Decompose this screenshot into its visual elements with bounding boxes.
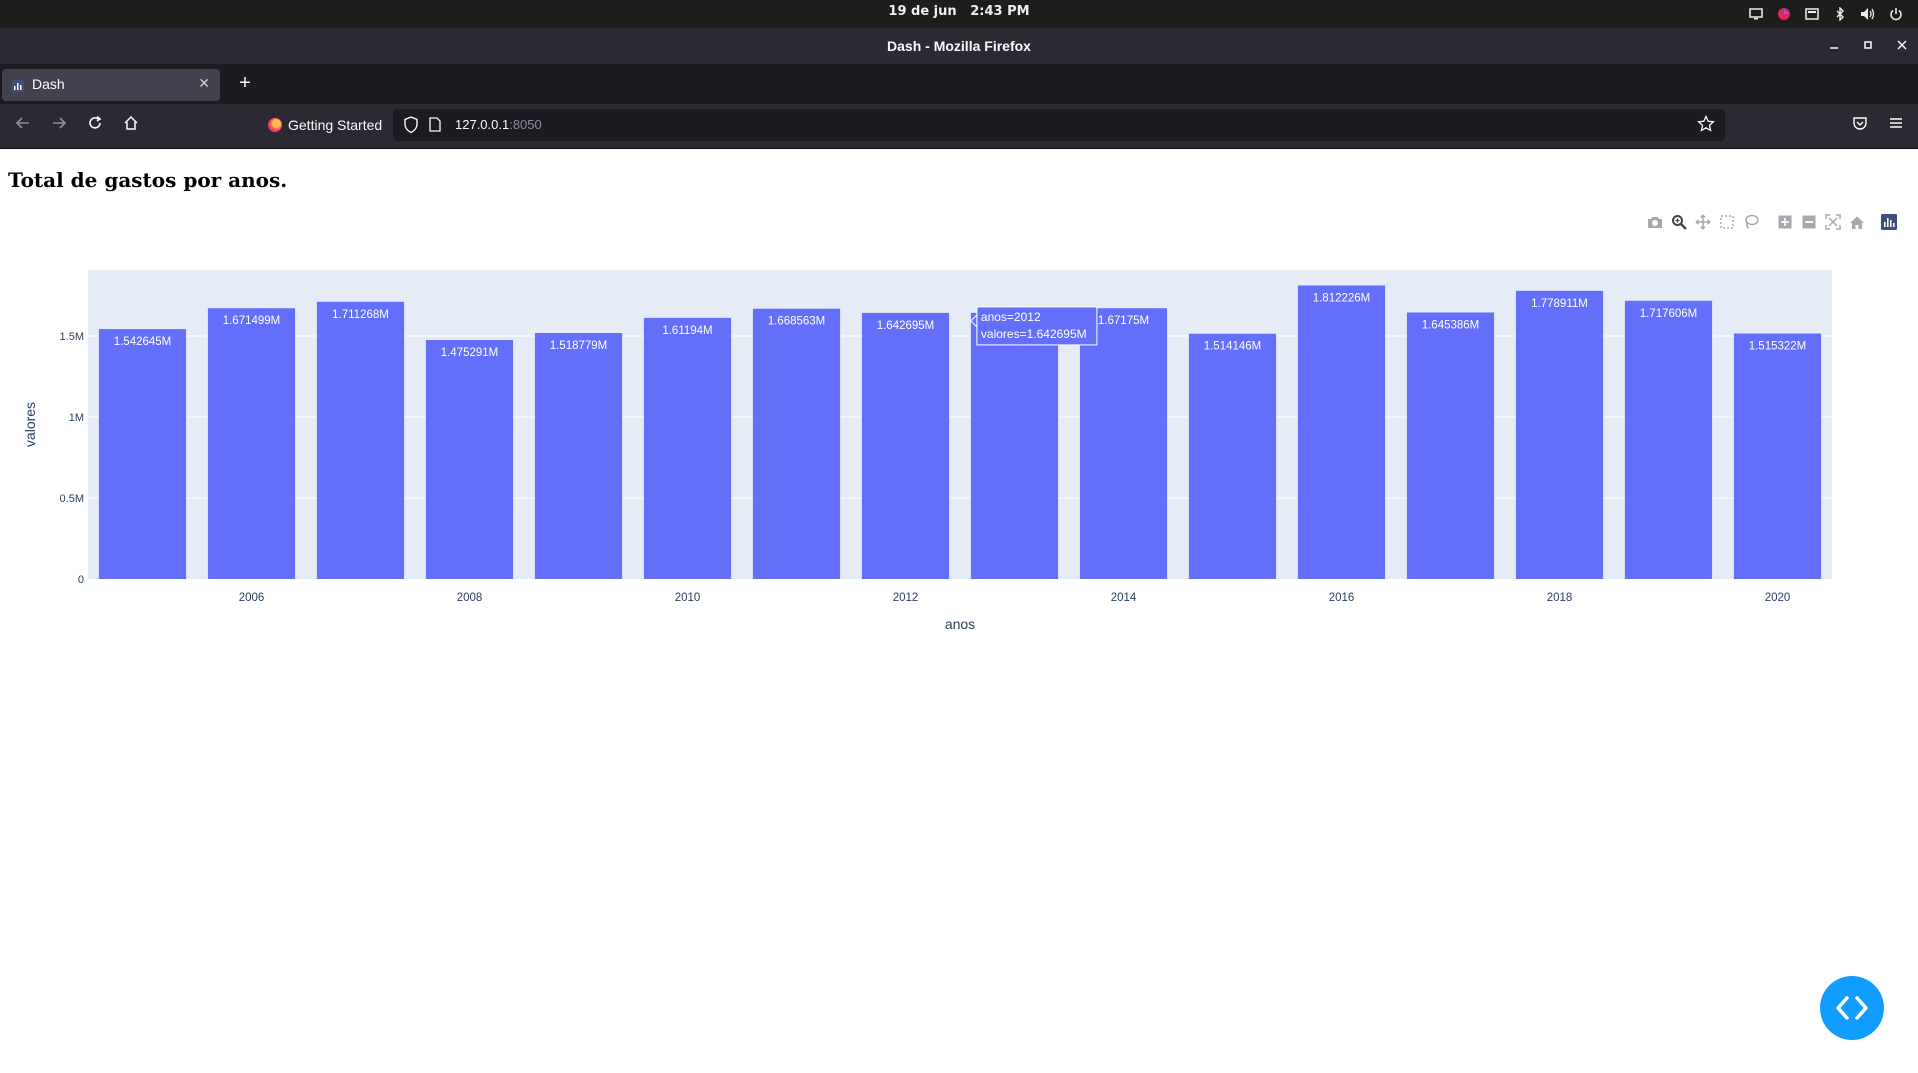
app-indicator-icon[interactable]	[1776, 7, 1792, 21]
x-tick-label: 2016	[1329, 592, 1355, 604]
system-date: 19 de jun	[888, 4, 956, 19]
bluetooth-icon[interactable]	[1832, 7, 1848, 21]
bar[interactable]	[862, 313, 949, 579]
bar-data-label: 1.717606M	[1640, 308, 1698, 320]
bar-data-label: 1.542645M	[114, 336, 172, 348]
bar[interactable]	[426, 340, 513, 579]
y-tick-label: 1M	[69, 412, 84, 424]
tooltip-line2: valores=1.642695M	[981, 327, 1087, 341]
shield-icon[interactable]	[403, 116, 421, 134]
back-button[interactable]	[11, 114, 35, 138]
bookmark-star-icon[interactable]	[1697, 115, 1715, 138]
system-tray	[1748, 0, 1904, 28]
screenshot-icon[interactable]	[1804, 7, 1820, 21]
url-host: 127.0.0.1	[455, 117, 509, 132]
bar-data-label: 1.642695M	[877, 320, 935, 332]
power-icon[interactable]	[1888, 7, 1904, 21]
bar[interactable]	[753, 309, 840, 579]
bar-chart[interactable]: 0 0.5M 1M 1.5M 1.542645M 1.671499M 1.711268M 1.…	[0, 210, 1918, 640]
back-arrow-icon	[15, 115, 31, 131]
bar-data-label: 1.67175M	[1098, 315, 1149, 327]
bar[interactable]	[535, 333, 622, 579]
window-titlebar: Dash - Mozilla Firefox	[0, 28, 1918, 64]
bar[interactable]	[99, 329, 186, 579]
bar[interactable]	[208, 308, 295, 579]
minimize-button[interactable]	[1826, 38, 1842, 54]
system-time: 2:43 PM	[970, 4, 1029, 19]
bar-data-label: 1.812226M	[1313, 292, 1371, 304]
x-tick-label: 2008	[457, 592, 483, 604]
maximize-button[interactable]	[1860, 38, 1876, 54]
page-info-icon[interactable]	[429, 117, 443, 133]
y-tick-label: 0	[78, 574, 84, 586]
y-axis-title: valores	[22, 402, 38, 447]
pocket-button[interactable]	[1848, 114, 1872, 138]
bar-data-label: 1.711268M	[332, 309, 389, 321]
home-button[interactable]	[119, 114, 143, 138]
x-tick-label: 2006	[239, 592, 265, 604]
bar-data-label: 1.778911M	[1531, 298, 1588, 310]
bar-data-label: 1.671499M	[223, 315, 281, 327]
bar-data-label: 1.515322M	[1749, 341, 1807, 353]
bar[interactable]	[1516, 291, 1603, 579]
bar-data-label: 1.514146M	[1204, 341, 1262, 353]
x-tick-label: 2012	[893, 592, 919, 604]
forward-arrow-icon	[51, 115, 67, 131]
address-bar[interactable]: 127.0.0.1:8050	[393, 109, 1725, 141]
dash-debug-button[interactable]	[1820, 976, 1884, 1040]
window-title: Dash - Mozilla Firefox	[0, 28, 1918, 64]
y-tick-label: 0.5M	[60, 493, 84, 505]
home-icon	[123, 115, 139, 131]
system-top-bar: 19 de jun 2:43 PM	[0, 0, 1918, 28]
page-title: Total de gastos por anos.	[8, 168, 287, 192]
bar[interactable]	[1625, 301, 1712, 579]
pocket-icon	[1852, 115, 1868, 131]
close-tab-icon[interactable]: ✕	[198, 75, 210, 92]
bar-data-label: 1.668563M	[768, 316, 826, 328]
reload-button[interactable]	[83, 114, 107, 138]
bar[interactable]	[317, 302, 404, 579]
bar[interactable]	[971, 313, 1058, 579]
volume-icon[interactable]	[1860, 7, 1876, 21]
bar[interactable]	[1080, 308, 1167, 579]
forward-button[interactable]	[47, 114, 71, 138]
bar[interactable]	[644, 318, 731, 579]
display-icon[interactable]	[1748, 7, 1764, 21]
code-brackets-icon	[1835, 995, 1869, 1021]
url-text[interactable]: 127.0.0.1:8050	[455, 117, 542, 132]
new-tab-button[interactable]: +	[234, 72, 256, 94]
navigation-toolbar: Getting Started 127.0.0.1:8050	[0, 104, 1918, 149]
bookmark-getting-started[interactable]: Getting Started	[268, 117, 382, 133]
tab-dash[interactable]: Dash ✕	[2, 69, 220, 101]
firefox-icon	[268, 118, 282, 132]
x-tick-label: 2018	[1547, 592, 1573, 604]
y-tick-label: 1.5M	[60, 331, 84, 343]
bar-data-label: 1.475291M	[441, 347, 499, 359]
tooltip-line1: anos=2012	[981, 310, 1041, 324]
bar[interactable]	[1734, 334, 1821, 579]
reload-icon	[87, 115, 103, 131]
bar[interactable]	[1298, 285, 1385, 579]
tab-strip: Dash ✕ +	[0, 64, 1918, 104]
system-clock[interactable]: 19 de jun 2:43 PM	[0, 0, 1918, 28]
x-axis-title: anos	[945, 616, 975, 632]
url-port: :8050	[509, 117, 542, 132]
bar-data-label: 1.518779M	[550, 340, 608, 352]
bar[interactable]	[1189, 334, 1276, 579]
x-tick-label: 2014	[1111, 592, 1137, 604]
bookmark-label: Getting Started	[288, 117, 382, 133]
close-window-button[interactable]	[1894, 38, 1910, 54]
bar-data-label: 1.61194M	[662, 325, 712, 337]
x-tick-label: 2010	[675, 592, 701, 604]
bar-data-label: 1.645386M	[1422, 319, 1480, 331]
x-tick-label: 2020	[1765, 592, 1791, 604]
tab-label: Dash	[32, 76, 65, 92]
bar[interactable]	[1407, 312, 1494, 579]
plotly-favicon-icon	[12, 79, 24, 91]
app-menu-button[interactable]	[1884, 114, 1908, 138]
hamburger-icon	[1888, 115, 1904, 131]
